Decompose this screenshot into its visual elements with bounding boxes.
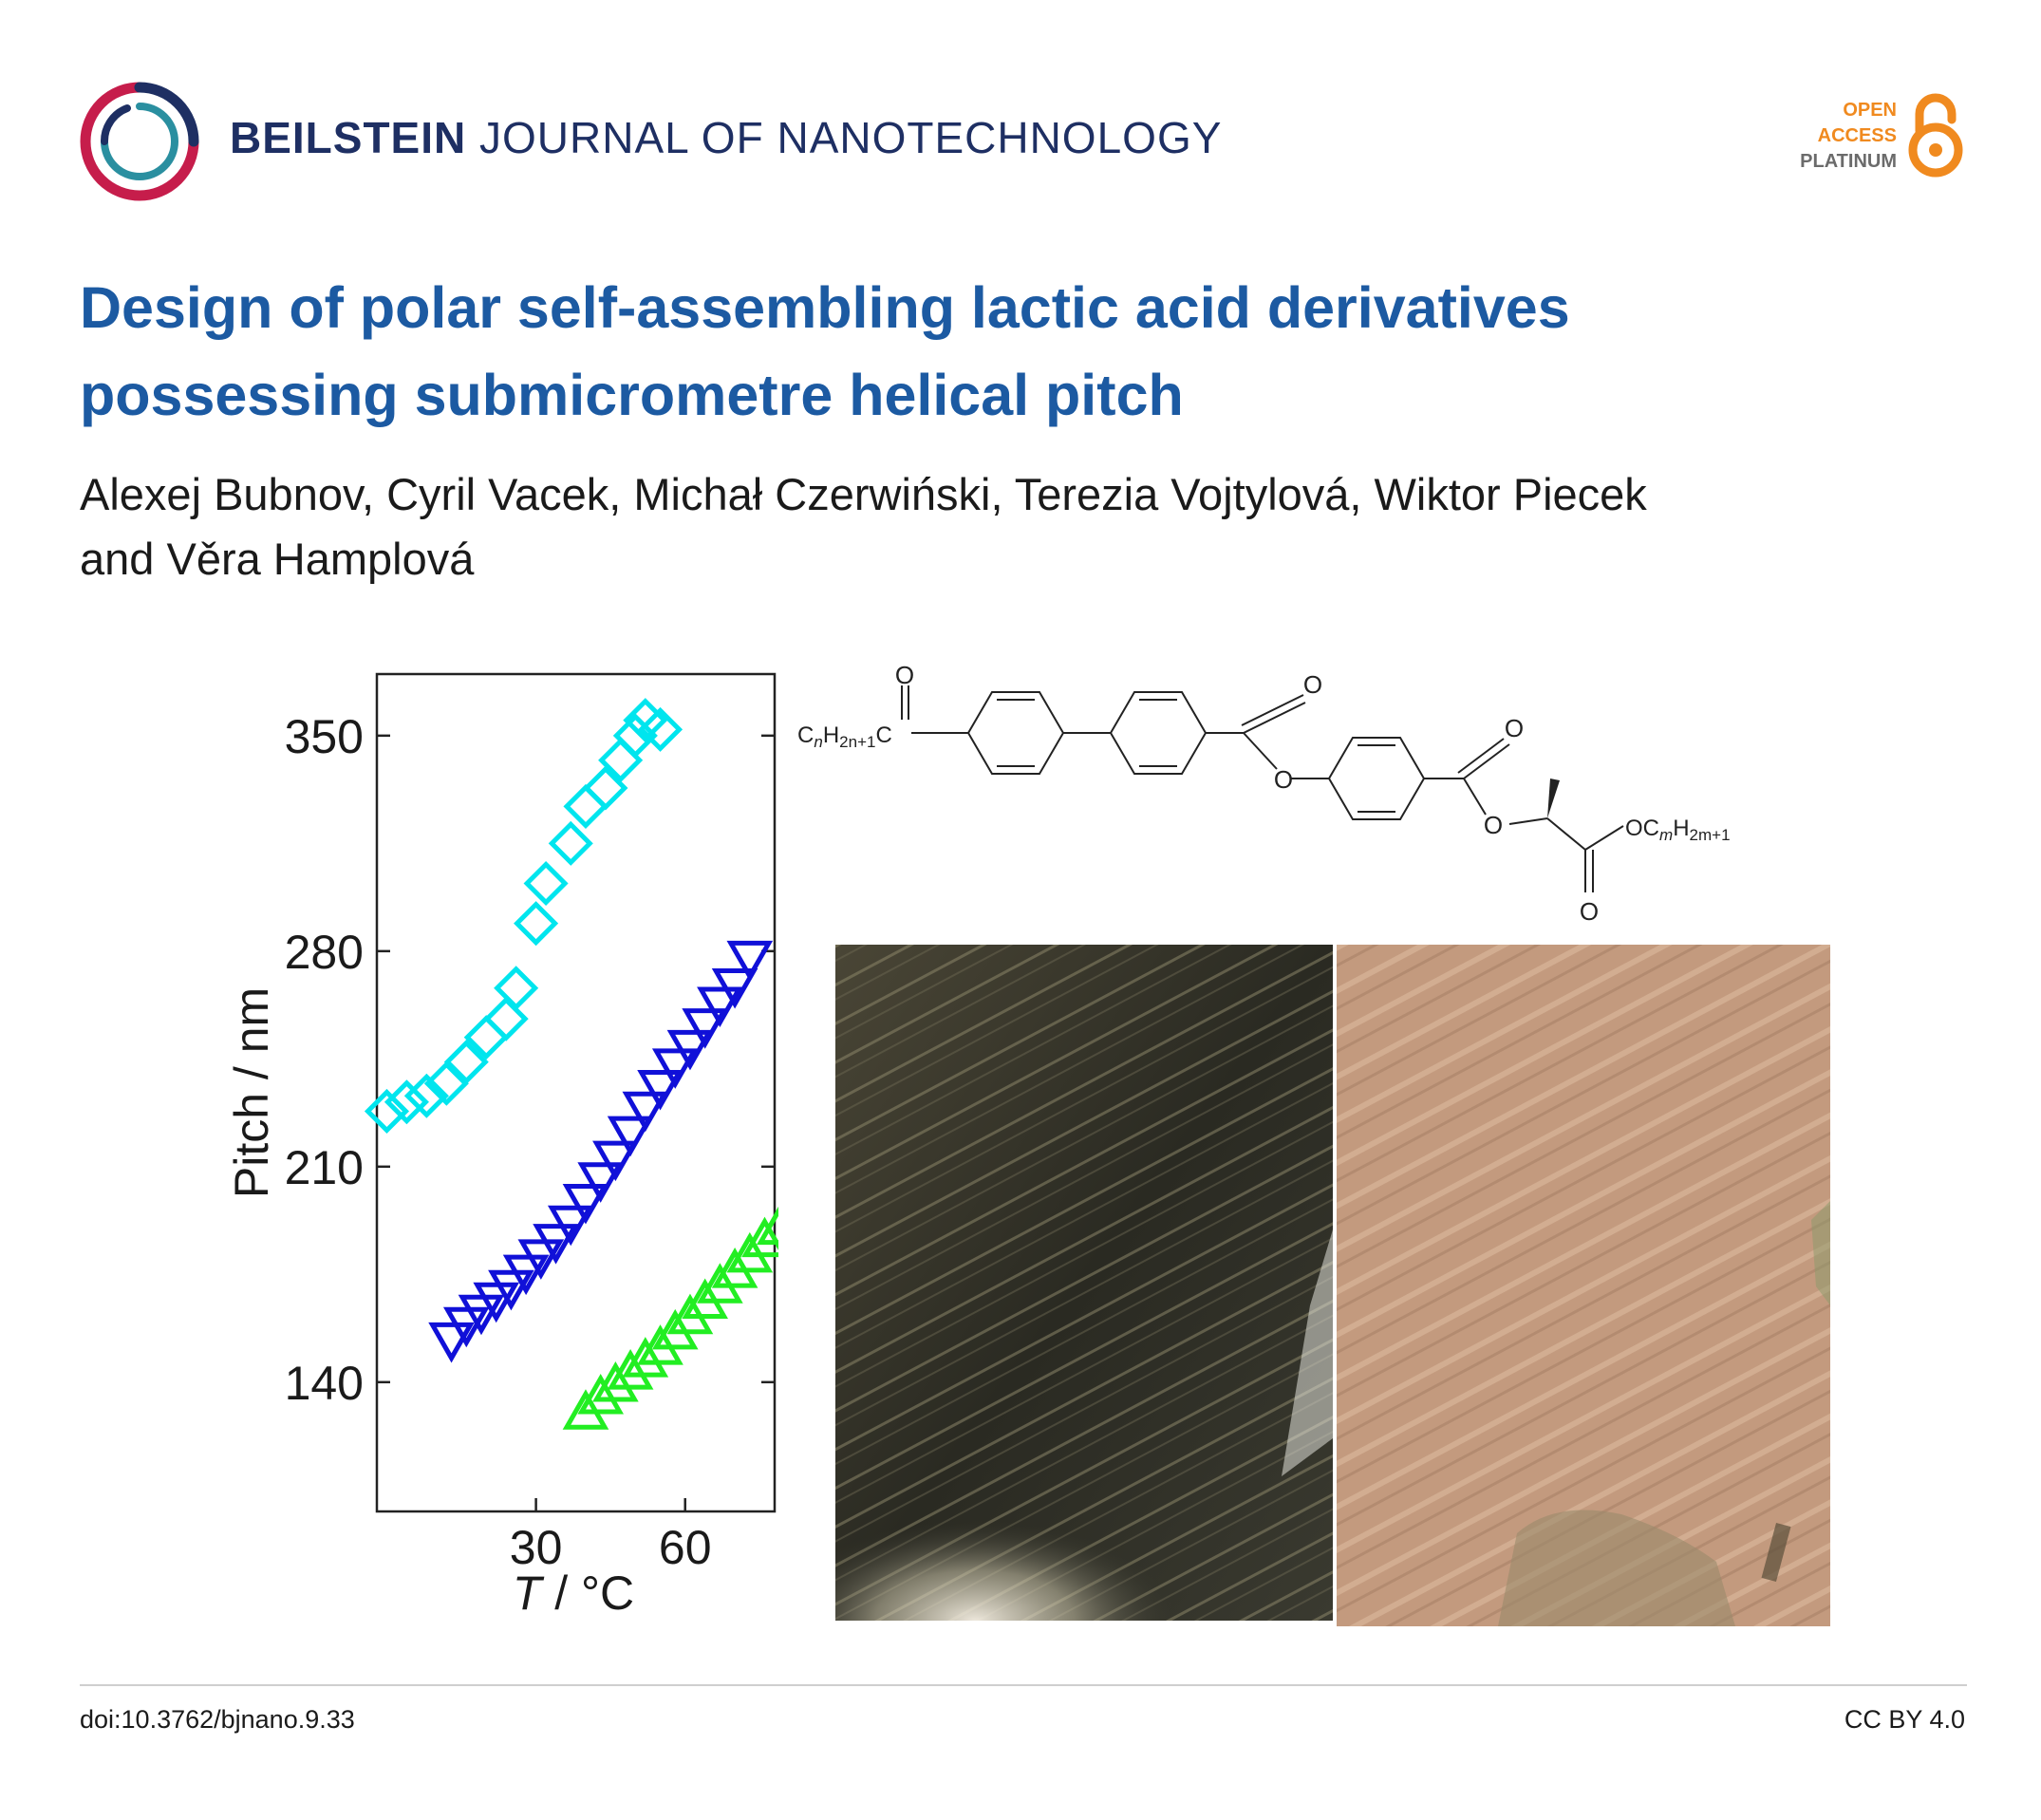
data-point-series-2 xyxy=(547,1205,594,1247)
data-point-series-3 xyxy=(577,1373,624,1415)
data-point-series-3 xyxy=(756,1206,778,1246)
data-point-series-2 xyxy=(517,1239,565,1280)
data-point-series-2 xyxy=(711,968,758,1009)
data-point-series-1 xyxy=(523,860,569,907)
data-point-series-1 xyxy=(548,820,593,866)
oa-line-access: ACCESS xyxy=(1817,124,1897,146)
data-point-series-1 xyxy=(612,713,658,759)
ester1-carbonyl-oxygen-label: O xyxy=(1303,670,1322,699)
left-group-n: n xyxy=(814,733,822,751)
ketone-oxygen-label: O xyxy=(895,661,914,689)
license-text: CC BY 4.0 xyxy=(1844,1705,1965,1734)
open-lock-icon xyxy=(1908,93,1963,178)
data-point-series-3 xyxy=(622,1337,669,1378)
data-point-series-2 xyxy=(488,1269,534,1311)
data-point-series-3 xyxy=(607,1349,654,1390)
data-point-series-2 xyxy=(533,1224,579,1265)
data-point-series-1 xyxy=(638,706,683,752)
data-point-series-1 xyxy=(494,966,539,1011)
y-tick-label: 280 xyxy=(285,926,364,979)
journal-logo-icon xyxy=(80,82,199,201)
y-tick-label: 350 xyxy=(285,710,364,763)
data-point-series-2 xyxy=(697,986,743,1028)
micrograph-transmitted-light xyxy=(1337,945,1830,1626)
right-group-m: m xyxy=(1659,826,1673,844)
data-point-series-1 xyxy=(443,1040,489,1085)
data-point-series-2 xyxy=(637,1070,683,1111)
data-point-series-1 xyxy=(403,1073,449,1118)
data-point-series-2 xyxy=(428,1322,475,1363)
journal-name-rest: JOURNAL OF NANOTECHNOLOGY xyxy=(479,113,1223,162)
open-access-badge: OPEN ACCESS PLATINUM xyxy=(1800,93,1965,178)
article-title: Design of polar self-assembling lactic a… xyxy=(80,275,1570,427)
authors-line-2: and Věra Hamplová xyxy=(80,534,475,584)
right-group-2m1: 2m+1 xyxy=(1690,826,1731,844)
micrograph-crossed-polarizers xyxy=(835,945,1333,1621)
data-point-series-1 xyxy=(483,996,529,1041)
data-point-series-2 xyxy=(592,1140,639,1182)
left-group-c2: C xyxy=(875,722,891,748)
data-point-series-2 xyxy=(726,940,774,982)
right-group-h: H xyxy=(1673,816,1689,841)
data-point-series-1 xyxy=(384,1079,429,1125)
left-alkyl-group-label: CnH2n+1C xyxy=(797,722,892,751)
data-point-series-2 xyxy=(502,1254,550,1296)
y-tick-label: 210 xyxy=(285,1141,364,1194)
x-axis-label: T / °C xyxy=(513,1567,634,1620)
y-axis-label: Pitch / nm xyxy=(225,987,278,1198)
oa-line-open: OPEN xyxy=(1843,99,1897,121)
left-group-h: H xyxy=(823,722,839,748)
data-point-series-1 xyxy=(583,765,628,811)
journal-name: BEILSTEIN JOURNAL OF NANOTECHNOLOGY xyxy=(230,112,1222,163)
x-axis-label-unit: / °C xyxy=(541,1567,634,1620)
data-point-series-1 xyxy=(364,1088,410,1134)
x-tick-label: 60 xyxy=(659,1521,712,1574)
right-group-o: O xyxy=(1625,816,1643,841)
y-tick-label: 140 xyxy=(285,1357,364,1410)
data-point-series-2 xyxy=(682,1008,728,1049)
data-point-series-2 xyxy=(622,1091,669,1133)
data-point-series-2 xyxy=(458,1294,505,1336)
data-point-series-1 xyxy=(423,1060,469,1106)
data-point-series-2 xyxy=(442,1306,490,1348)
right-group-c: C xyxy=(1643,816,1659,841)
doi-text: doi:10.3762/bjnano.9.33 xyxy=(80,1705,355,1734)
oa-line-platinum: PLATINUM xyxy=(1800,150,1897,172)
data-point-series-2 xyxy=(651,1048,699,1089)
data-point-series-1 xyxy=(563,783,609,829)
data-point-series-2 xyxy=(577,1162,624,1203)
data-point-series-2 xyxy=(473,1282,520,1323)
data-point-series-1 xyxy=(514,901,559,947)
molecular-structure-diagram: O CnH2n+1C O O O O O OCmH2m+1 xyxy=(797,661,1731,926)
journal-name-bold: BEILSTEIN xyxy=(230,113,467,162)
data-point-series-2 xyxy=(666,1029,714,1071)
lactate-carbonyl-oxygen-label: O xyxy=(1580,897,1599,926)
left-group-2n1: 2n+1 xyxy=(839,733,875,751)
x-axis-label-variable: T xyxy=(513,1567,545,1620)
data-point-series-2 xyxy=(607,1116,654,1157)
data-point-series-3 xyxy=(592,1361,639,1402)
ester2-ether-oxygen-label: O xyxy=(1484,811,1503,839)
author-list: Alexej Bubnov, Cyril Vacek, Michał Czerw… xyxy=(80,462,1902,591)
footer-divider xyxy=(80,1684,1967,1686)
right-alkoxy-group-label: OCmH2m+1 xyxy=(1625,816,1731,844)
x-tick-label: 30 xyxy=(510,1521,563,1574)
pitch-vs-temperature-chart: 140 210 280 350 30 60 Pitch / nm T / °C xyxy=(225,672,778,1620)
ester2-carbonyl-oxygen-label: O xyxy=(1505,714,1524,742)
chart-frame xyxy=(375,672,777,1513)
data-point-series-2 xyxy=(562,1183,609,1225)
authors-line-1: Alexej Bubnov, Cyril Vacek, Michał Czerw… xyxy=(80,469,1647,519)
left-group-c: C xyxy=(797,722,814,748)
data-point-series-3 xyxy=(741,1216,778,1258)
ester1-ether-oxygen-label: O xyxy=(1274,765,1293,794)
